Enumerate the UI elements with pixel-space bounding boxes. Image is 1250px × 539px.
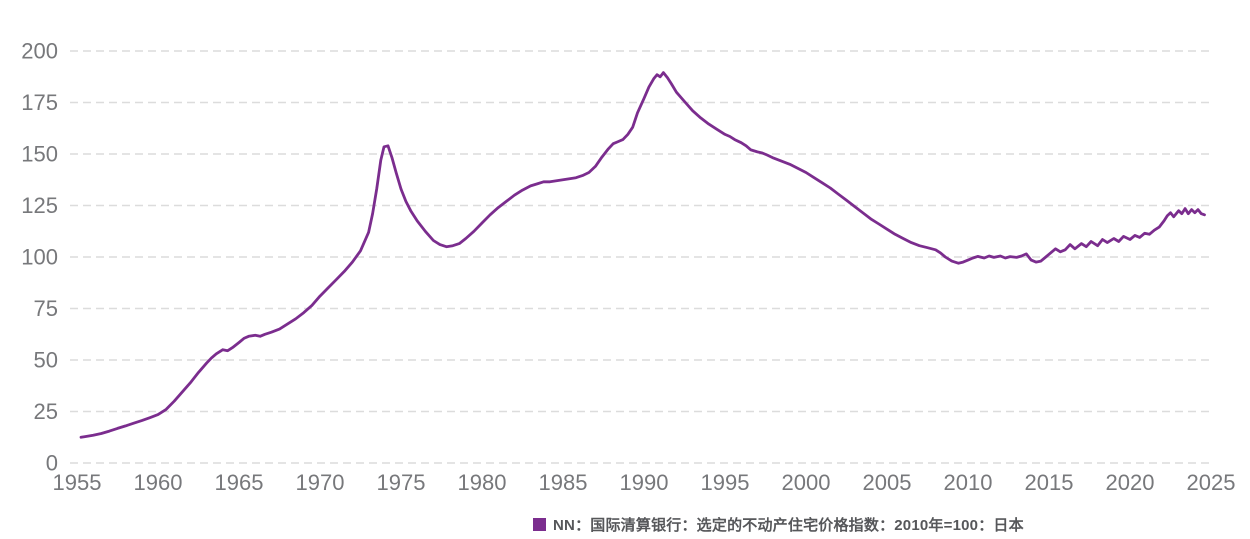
x-tick-label: 1965	[215, 470, 264, 495]
x-tick-label: 2005	[863, 470, 912, 495]
x-tick-label: 2010	[944, 470, 993, 495]
x-tick-label: 1955	[53, 470, 102, 495]
legend[interactable]: NN：国际清算银行：选定的不动产住宅价格指数：2010年=100：日本	[533, 514, 1024, 535]
x-tick-label: 2015	[1025, 470, 1074, 495]
y-tick-label: 75	[34, 296, 58, 321]
legend-label: NN：国际清算银行：选定的不动产住宅价格指数：2010年=100：日本	[553, 517, 1024, 534]
y-tick-label: 0	[46, 451, 58, 476]
x-tick-label: 1960	[134, 470, 183, 495]
series-line[interactable]	[79, 71, 1206, 439]
x-tick-label: 2000	[782, 470, 831, 495]
legend-swatch-icon	[533, 518, 546, 531]
x-tick-label: 2020	[1106, 470, 1155, 495]
x-tick-label: 2025	[1187, 470, 1236, 495]
y-tick-label: 175	[21, 90, 58, 115]
x-tick-label: 1985	[539, 470, 588, 495]
x-tick-label: 1975	[377, 470, 426, 495]
y-tick-label: 125	[21, 193, 58, 218]
y-tick-label: 25	[34, 399, 58, 424]
y-tick-label: 100	[21, 245, 58, 270]
x-tick-label: 1970	[296, 470, 345, 495]
x-tick-label: 1980	[458, 470, 507, 495]
x-tick-label: 1995	[701, 470, 750, 495]
y-tick-label: 150	[21, 142, 58, 167]
y-tick-label: 200	[21, 39, 58, 64]
x-tick-label: 1990	[620, 470, 669, 495]
y-tick-label: 50	[34, 348, 58, 373]
